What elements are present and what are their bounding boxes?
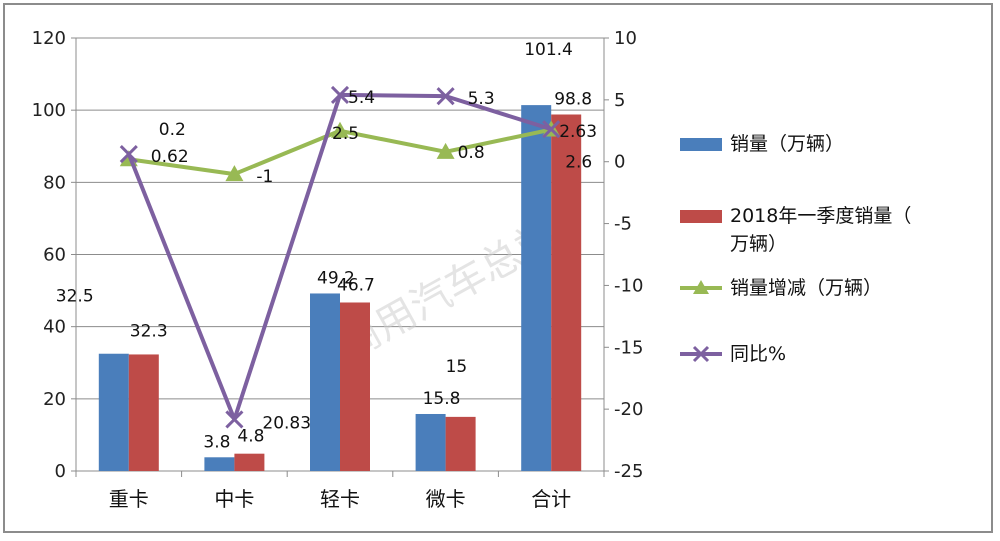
left-tick-label: 20 — [43, 389, 66, 410]
line-marker — [225, 410, 244, 429]
bar-data-label: 15 — [446, 357, 468, 377]
bar-data-label: 101.4 — [524, 40, 573, 60]
bar-data-label: 15.8 — [423, 389, 461, 409]
line-marker — [436, 87, 455, 106]
line-data-label: 5.3 — [468, 89, 495, 109]
bar — [128, 354, 159, 471]
bar-data-label: 98.8 — [554, 89, 592, 109]
bar — [445, 416, 476, 471]
line-data-label: 0.62 — [151, 147, 189, 167]
legend-marker — [692, 345, 710, 363]
line-data-label: 5.4 — [348, 88, 375, 108]
bar-data-label: 4.8 — [237, 427, 264, 447]
left-tick-label: 120 — [32, 28, 66, 49]
line-marker — [436, 142, 455, 159]
line-marker — [225, 165, 244, 182]
left-tick-label: 60 — [43, 245, 66, 266]
right-tick-label: 5 — [614, 90, 625, 111]
bar — [340, 302, 370, 471]
line-data-label: 0.8 — [458, 143, 485, 163]
right-tick-label: -10 — [614, 275, 643, 296]
bar-data-label: 46.7 — [337, 275, 375, 295]
legend-marker — [693, 280, 709, 294]
left-tick-label: 40 — [43, 317, 66, 338]
bar-data-label: 49.2 — [317, 268, 355, 288]
right-tick-label: -25 — [614, 461, 643, 482]
legend-swatch — [680, 138, 722, 151]
left-tick-label: 0 — [55, 461, 66, 482]
line-marker — [331, 121, 349, 138]
line-marker — [330, 85, 350, 104]
line-data-label: 2.63 — [559, 122, 597, 142]
x-tick-label: 中卡 — [214, 487, 254, 511]
bar-data-label: 32.3 — [130, 321, 168, 341]
line-data-label: 2.5 — [332, 124, 359, 144]
line-data-label: -1 — [256, 167, 273, 187]
right-tick-label: -15 — [614, 337, 643, 358]
right-tick-label: 0 — [614, 152, 625, 173]
line-marker — [119, 144, 138, 164]
bar — [415, 413, 446, 471]
line-marker — [542, 120, 561, 139]
bar — [234, 453, 265, 471]
left-tick-label: 80 — [43, 172, 66, 193]
bar-data-label: 32.5 — [56, 287, 94, 307]
bar — [551, 114, 582, 471]
x-tick-label: 微卡 — [426, 487, 466, 511]
left-tick-label: 100 — [32, 100, 66, 121]
legend-label-line: 2018年一季度销量（ — [730, 205, 911, 227]
x-tick-label: 合计 — [531, 487, 571, 511]
x-tick-label: 轻卡 — [320, 487, 360, 511]
bar — [310, 293, 340, 471]
legend-label: 同比% — [730, 343, 786, 365]
bar — [204, 457, 235, 471]
bar-data-label: 3.8 — [203, 432, 230, 452]
right-tick-label: -5 — [614, 214, 632, 235]
bar — [521, 105, 552, 472]
legend-label-line: 万辆） — [730, 233, 787, 255]
line-data-label: 2.6 — [565, 153, 592, 173]
right-tick-label: -20 — [614, 399, 643, 420]
legend-label: 销量增减（万辆） — [730, 277, 882, 299]
bar — [98, 353, 129, 471]
legend-swatch — [680, 210, 722, 223]
legend-label: 销量（万辆） — [730, 133, 844, 155]
x-tick-label: 重卡 — [109, 487, 149, 511]
chart-frame — [3, 3, 993, 533]
line-data-label: 20.83 — [262, 413, 311, 433]
line-data-label: 0.2 — [159, 120, 186, 140]
right-tick-label: 10 — [614, 28, 637, 49]
